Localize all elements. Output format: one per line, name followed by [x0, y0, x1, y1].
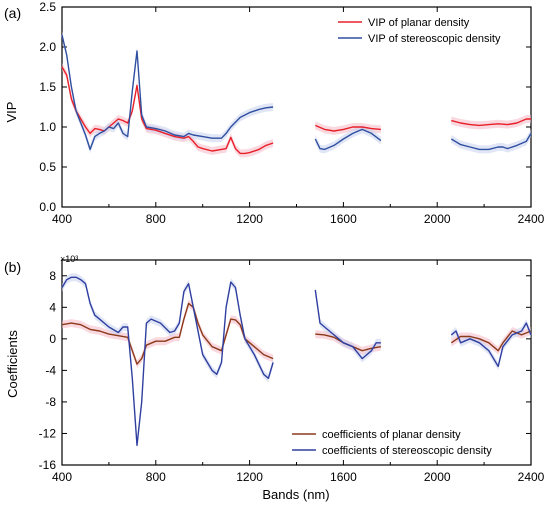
series-line: [61, 34, 274, 151]
panel-a-plot: 400 800 1200 1600 2000 2400 0.0 0.5 1.0 1.5 2.0 2.5…: [39, 0, 544, 226]
confidence-band: [451, 129, 531, 154]
panel-a: (a) VIP 400 800 1200 1600 2000 2400 0.0 0.5 1.0 1…: [4, 0, 545, 226]
series-line: [61, 276, 274, 446]
y-tick-label: 8: [49, 269, 56, 283]
panel-b-plot: 400 800 1200 1600 2000 2400 -16 -12 -8 -4 0 4 8 coeff…: [39, 259, 545, 484]
panel-b-ylabel: Coefficients: [5, 330, 20, 398]
y-tick-label: 4: [49, 300, 56, 314]
x-tick-label: 2000: [424, 212, 451, 226]
x-tick-label: 1200: [236, 212, 263, 226]
confidence-band: [62, 31, 274, 154]
x-tick-label: 1600: [330, 470, 357, 484]
y-tick-label: 0: [49, 332, 56, 346]
legend-label: coefficients of stereoscopic density: [322, 445, 492, 457]
legend-label: VIP of planar density: [368, 17, 470, 29]
x-tick-label: 800: [146, 470, 166, 484]
series-line: [314, 128, 382, 151]
y-tick-label: 1.5: [39, 80, 56, 94]
y-tick-label: -4: [45, 363, 56, 377]
x-tick-label: 2400: [518, 212, 545, 226]
confidence-band: [62, 273, 274, 450]
y-tick-label: 0.0: [39, 200, 56, 214]
panel-b-xlabel: Bands (nm): [262, 487, 329, 502]
panel-a-ylabel: VIP: [4, 102, 19, 123]
x-tick-label: 2400: [518, 470, 545, 484]
series-line: [314, 289, 381, 360]
y-tick-label: 2.0: [39, 40, 56, 54]
confidence-band: [315, 286, 381, 363]
x-tick-label: 400: [52, 212, 72, 226]
series-line: [61, 66, 274, 155]
x-tick-label: 2000: [424, 470, 451, 484]
x-tick-label: 800: [146, 212, 166, 226]
y-tick-label: -12: [39, 426, 57, 440]
x-tick-label: 400: [52, 470, 72, 484]
y-tick-label: -8: [45, 395, 56, 409]
x-tick-label: 1600: [330, 212, 357, 226]
legend-label: coefficients of planar density: [322, 429, 461, 441]
series-line: [61, 302, 274, 365]
y-tick-label: 2.5: [39, 0, 56, 14]
series-line: [315, 124, 381, 132]
panel-b-scale-note: ×10³: [60, 254, 78, 264]
panel-b: (b) ×10³ Coefficients Bands (nm) 400 800 1…: [4, 254, 545, 502]
x-tick-label: 1200: [236, 470, 263, 484]
y-tick-label: 0.5: [39, 160, 56, 174]
series-line: [451, 118, 531, 127]
series-line: [450, 133, 532, 151]
confidence-band: [62, 63, 274, 158]
confidence-band: [451, 115, 531, 130]
y-tick-label: 1.0: [39, 120, 56, 134]
legend-label: VIP of stereoscopic density: [368, 33, 501, 45]
panel-b-label: (b): [4, 259, 21, 275]
y-tick-label: -16: [39, 458, 57, 472]
series-line: [450, 322, 532, 368]
panel-a-label: (a): [4, 5, 21, 21]
